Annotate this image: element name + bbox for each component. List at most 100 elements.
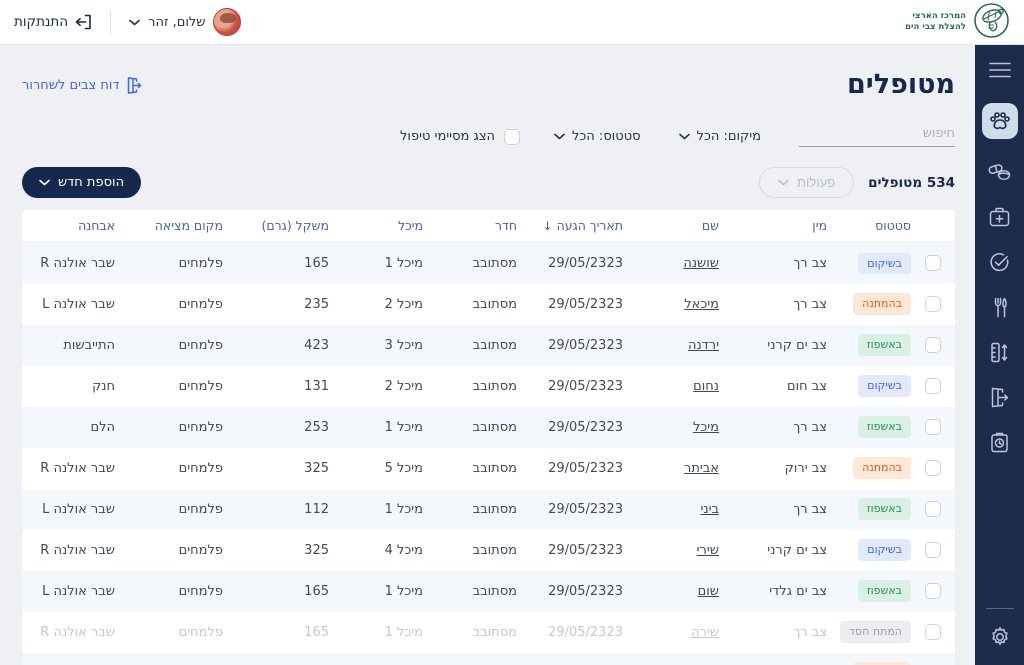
room-cell: מסתובב [472,296,517,312]
species-cell: צב ים גלדי [769,583,827,599]
patients-table: סטטוס מין שם תאריך הגעה↓ חדר מיכל משקל (… [22,210,955,665]
patient-name-link[interactable]: נחום [693,378,719,394]
room-cell: מסתובב [472,460,517,476]
row-checkbox-cell [915,243,955,284]
chevron-down-icon [129,19,140,25]
table-row: באשפוז צב ים קרני ירדנה 29/05/2323 מסתוב… [22,324,955,366]
status-cell: בהמתנה [831,653,915,665]
diagnosis-cell: שבר אולנה R [40,255,115,271]
status-cell: באשפוז [831,489,915,530]
tank-cell: מיכל 2 [384,378,423,394]
table-row: המתת חסד צב רך שירה 29/05/2323 מסתובב מי… [22,612,955,653]
table-row: באשפוז צב רך מיכל 29/05/2323 מסתובב מיכל… [22,406,955,448]
sidebar-item-feeding[interactable] [988,295,1012,319]
status-filter-dropdown[interactable]: סטטוס: הכל [554,129,641,144]
weight-cell: 131 [304,378,329,394]
arrival-date-cell: 29/05/2323 [548,337,623,353]
search-input[interactable] [785,126,955,141]
show-finished-label: הצג מסיימי טיפול [400,129,496,144]
sidebar-item-tasks[interactable] [988,250,1012,274]
patient-name-link[interactable]: מיכל [693,419,719,435]
sidebar-item-release[interactable] [988,385,1012,409]
row-checkbox[interactable] [925,337,941,353]
location-filter-dropdown[interactable]: מיקום: הכל [678,129,761,144]
row-checkbox[interactable] [925,624,941,640]
status-badge: באשפוז [857,498,911,520]
chevron-down-icon [678,133,690,140]
count-row: 534 מטופלים פעולות הוספת חדש [22,167,955,198]
patient-name-link[interactable]: שירה [691,624,719,640]
greeting-label: שלום, זהר [148,14,206,30]
header-species: מין [723,210,831,243]
row-checkbox[interactable] [925,542,941,558]
status-badge: בשיקום [858,539,911,561]
turtle-logo-icon [973,2,1010,43]
sidebar-item-first-aid[interactable] [988,205,1012,229]
pills-icon [988,164,1011,181]
show-finished-group: הצג מסיימי טיפול [400,128,521,145]
patient-name-link[interactable]: ביני [700,501,719,517]
patient-name-link[interactable]: שושנה [683,255,719,271]
room-cell: מסתובב [472,337,517,353]
sidebar-item-patients[interactable] [981,103,1018,139]
arrival-date-cell: 29/05/2323 [548,460,623,476]
menu-icon[interactable] [988,58,1012,82]
diagnosis-cell: שבר אולנה L [42,583,115,599]
main-content: מטופלים דוח צבים לשחרור מיקום: הכל [0,45,975,665]
patients-table-body: בשיקום צב רך שושנה 29/05/2323 מסתובב מיכ… [22,242,955,665]
name-cell: אביתר [627,448,723,489]
status-badge: באשפוז [857,334,911,356]
search-box[interactable] [785,126,955,147]
release-report-link[interactable]: דוח צבים לשחרור [22,77,142,94]
status-cell: בשיקום [831,530,915,571]
patients-count: 534 מטופלים [868,174,955,191]
table-row: באשפוז צב רך ביני 29/05/2323 מסתובב מיכל… [22,488,955,530]
first-aid-kit-icon [989,207,1010,227]
sidebar-item-measurements[interactable] [988,340,1012,364]
species-cell: צב רך [723,653,831,665]
header-arrival-date[interactable]: תאריך הגעה↓ [521,210,627,243]
logout-button[interactable]: התנתקות [14,14,92,30]
status-badge: המתת חסד [840,621,911,643]
sidebar-item-history[interactable] [988,430,1012,454]
tank-cell: מיכל 2 [384,296,423,312]
row-checkbox[interactable] [925,419,941,435]
patient-name-link[interactable]: אביתר [684,460,719,476]
sidebar-item-medications[interactable] [988,160,1012,184]
logout-icon [75,14,91,30]
diagnosis-cell: חנק [92,378,115,394]
status-badge: בהמתנה [853,662,911,665]
found-location-cell: פלמחים [178,460,223,476]
patient-name-link[interactable]: שירי [696,542,719,558]
patient-name-link[interactable]: מיכאל [684,296,719,312]
found-location-cell: פלמחים [178,501,223,517]
topbar-divider [110,10,112,34]
row-checkbox[interactable] [925,378,941,394]
show-finished-checkbox[interactable] [504,128,521,145]
diagnosis-cell: שבר אולנה R [40,624,115,640]
actions-button[interactable]: פעולות [758,167,855,198]
weight-cell: 165 [304,255,329,271]
row-checkbox[interactable] [925,460,941,476]
user-menu[interactable]: שלום, זהר [129,8,242,36]
add-new-button[interactable]: הוספת חדש [22,167,142,198]
tank-cell: מיכל 1 [384,583,423,599]
room-cell: מסתובב [472,624,517,640]
sidebar-item-settings[interactable] [988,625,1012,649]
row-checkbox[interactable] [925,501,941,517]
species-cell: צב ים קרני [767,337,827,353]
row-checkbox[interactable] [925,583,941,599]
arrival-date-cell: 29/05/2323 [548,419,623,435]
species-cell: צב חום [786,378,827,394]
add-new-label: הוספת חדש [58,175,125,190]
patient-name-link[interactable]: שום [697,583,719,599]
patient-name-link[interactable]: ירדנה [687,337,719,353]
row-checkbox[interactable] [925,255,941,272]
row-checkbox[interactable] [925,296,941,312]
check-circle-icon [990,252,1009,271]
arrival-date-cell: 29/05/2323 [548,542,623,558]
ruler-icon [991,342,1008,362]
species-cell: צב רך [793,419,827,435]
row-checkbox-cell [915,407,955,448]
release-report-label: דוח צבים לשחרור [22,78,120,93]
